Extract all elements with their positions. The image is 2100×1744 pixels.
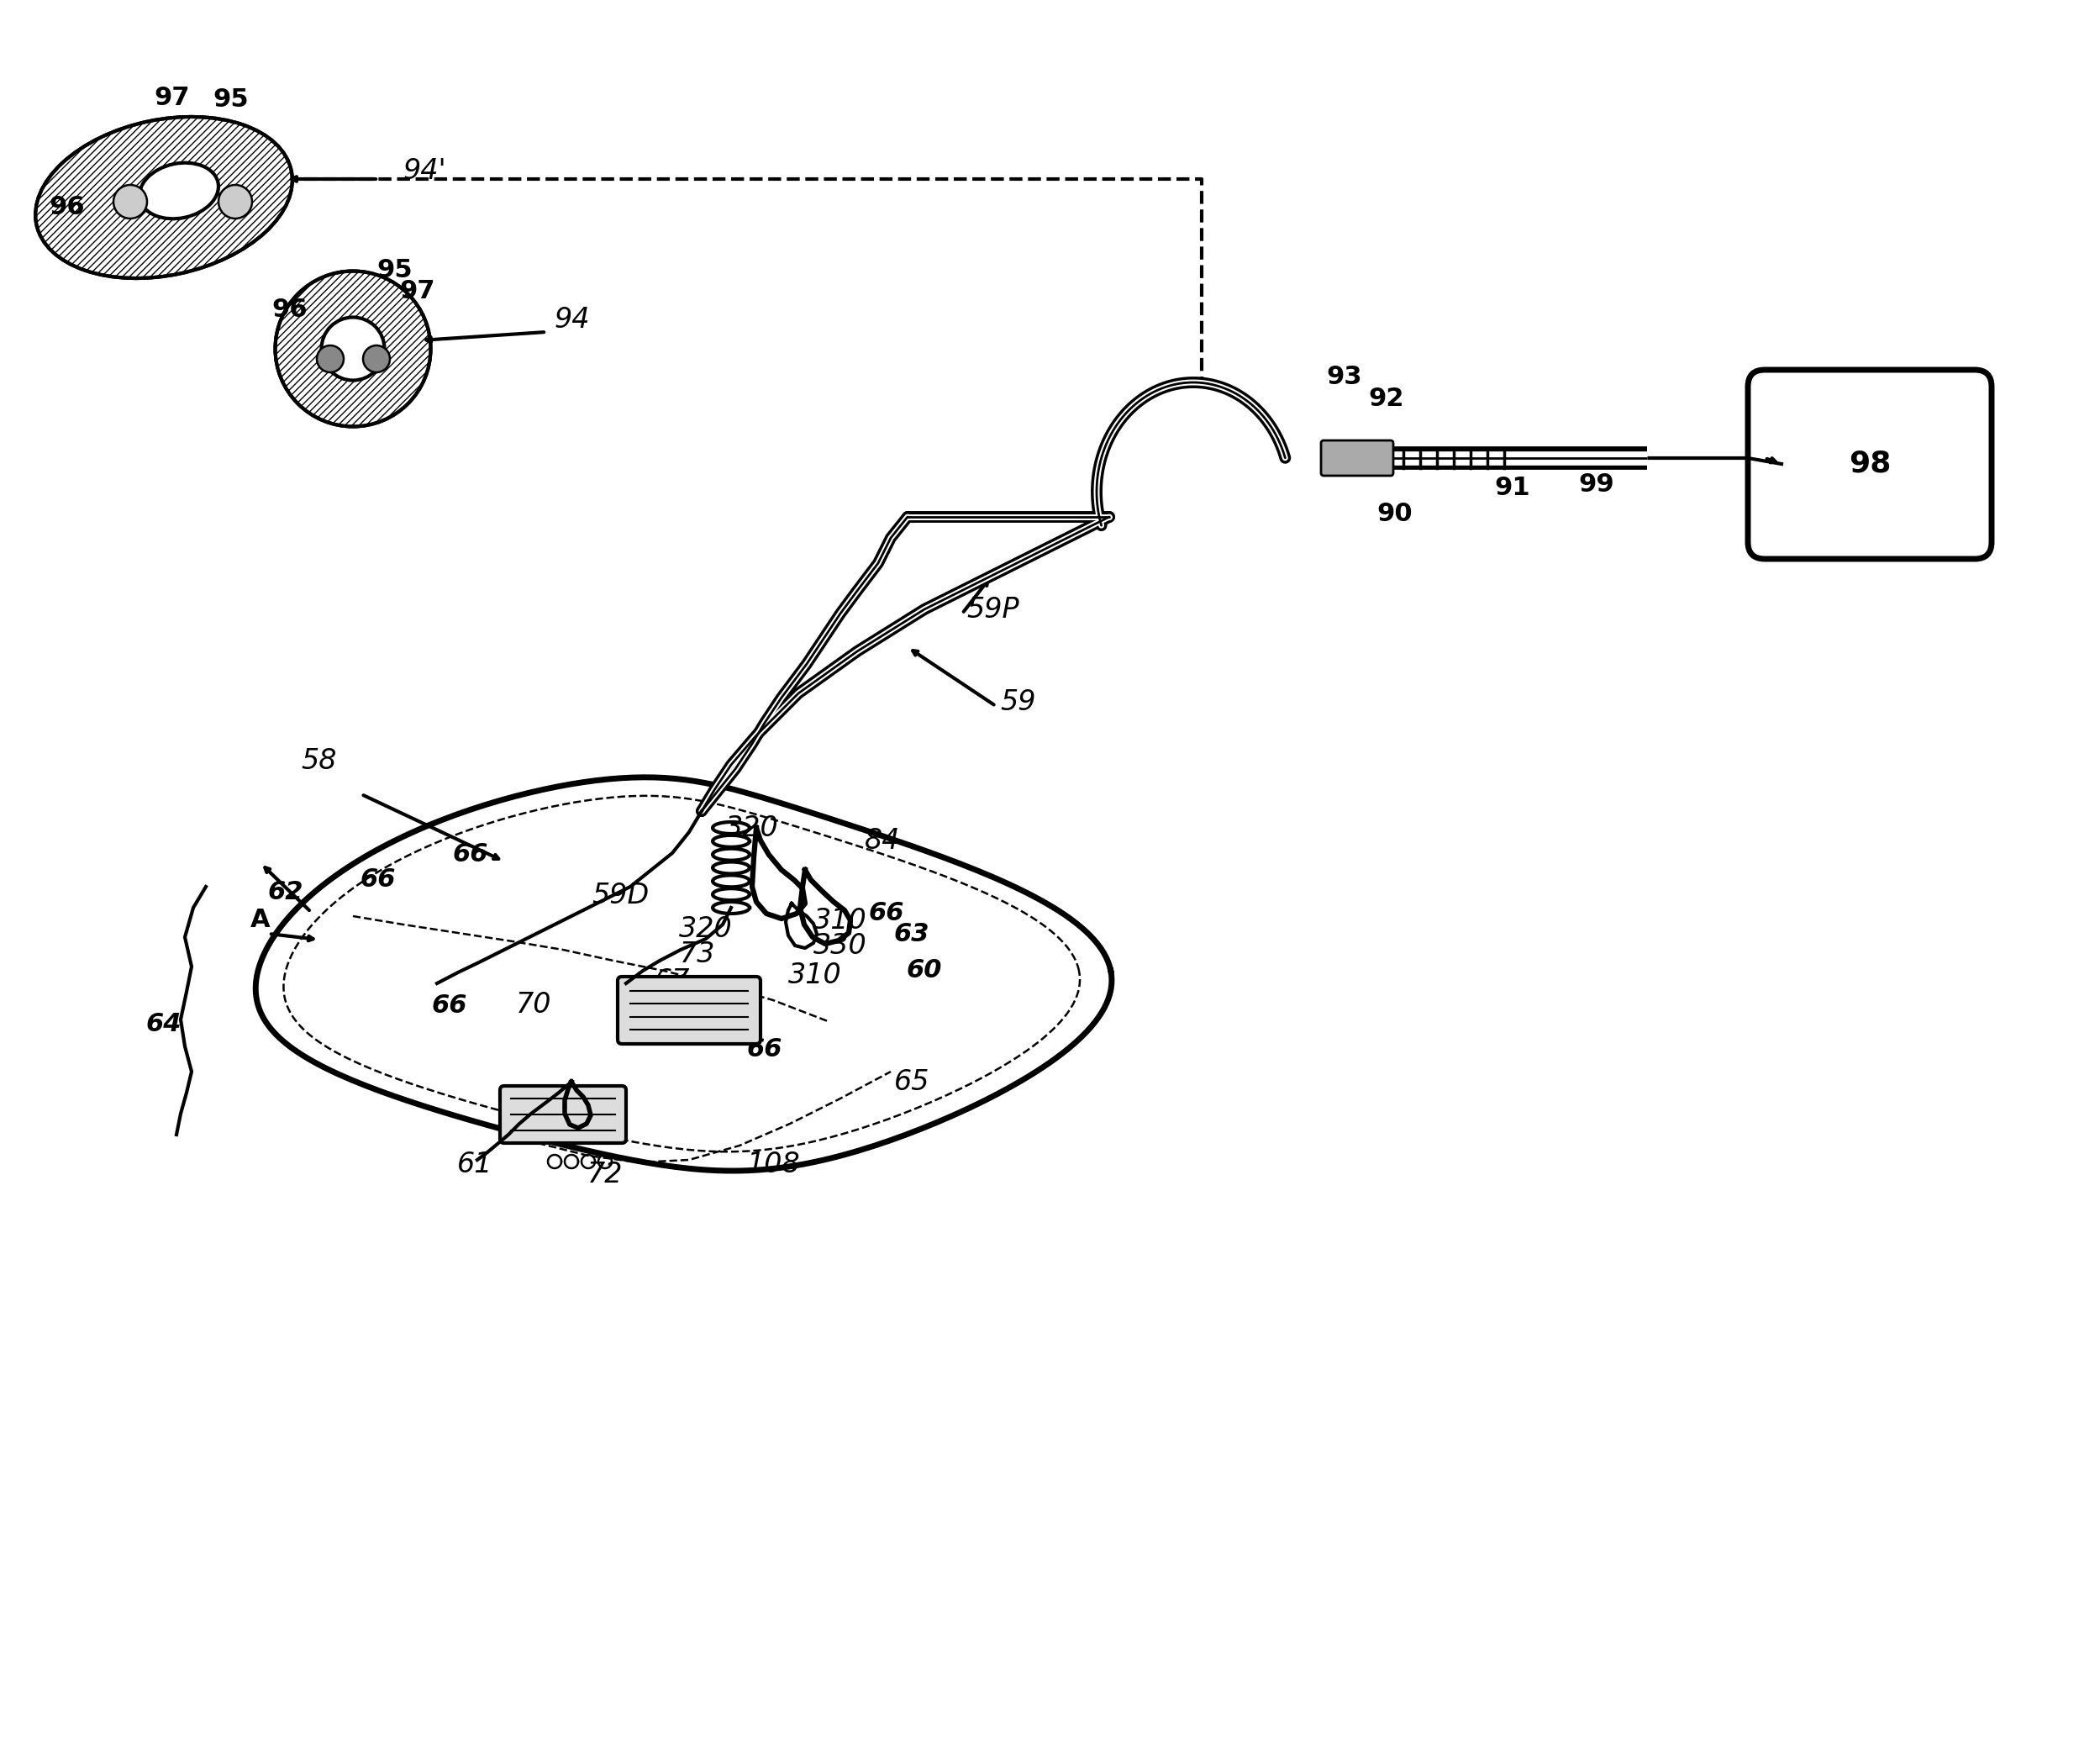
FancyBboxPatch shape <box>1747 370 1991 558</box>
Text: 65: 65 <box>895 1069 930 1095</box>
Ellipse shape <box>321 317 384 380</box>
Text: 66: 66 <box>361 867 397 891</box>
Text: 96: 96 <box>48 195 86 220</box>
Text: 98: 98 <box>1848 450 1890 478</box>
Text: 95: 95 <box>214 87 250 112</box>
Text: 95: 95 <box>378 258 414 283</box>
Text: 66: 66 <box>748 1038 783 1062</box>
Text: 93: 93 <box>1327 364 1363 389</box>
Text: 97: 97 <box>155 85 191 110</box>
Text: 59P: 59P <box>966 596 1018 624</box>
Text: 92: 92 <box>1369 387 1405 412</box>
Text: A: A <box>250 907 271 931</box>
Text: 59: 59 <box>1000 689 1035 717</box>
Text: 84: 84 <box>865 827 901 855</box>
Text: 108: 108 <box>746 1151 800 1179</box>
Text: 67: 67 <box>655 968 691 996</box>
Text: 81: 81 <box>672 987 708 1015</box>
Text: 99: 99 <box>1579 473 1615 497</box>
Text: 94: 94 <box>554 305 590 333</box>
Ellipse shape <box>36 117 292 279</box>
Text: 66: 66 <box>454 842 489 867</box>
FancyBboxPatch shape <box>500 1087 626 1142</box>
Text: 310: 310 <box>519 1083 573 1111</box>
Text: 94': 94' <box>403 157 447 185</box>
Text: 62: 62 <box>269 881 304 905</box>
Text: 63: 63 <box>895 923 930 947</box>
FancyBboxPatch shape <box>617 977 760 1045</box>
Ellipse shape <box>317 345 344 371</box>
Text: 310: 310 <box>813 907 867 935</box>
Ellipse shape <box>139 162 218 218</box>
Ellipse shape <box>218 185 252 218</box>
Text: 330: 330 <box>813 931 867 959</box>
FancyBboxPatch shape <box>1321 441 1392 476</box>
Text: 96: 96 <box>273 298 309 323</box>
Text: 71: 71 <box>527 1111 563 1139</box>
Text: 90: 90 <box>1378 502 1413 527</box>
Text: 310: 310 <box>788 961 842 989</box>
Text: 64: 64 <box>147 1012 183 1036</box>
Ellipse shape <box>113 185 147 218</box>
Text: 61: 61 <box>458 1151 494 1179</box>
Text: 66: 66 <box>433 994 468 1018</box>
Ellipse shape <box>363 345 391 371</box>
Ellipse shape <box>275 270 430 427</box>
Text: 59D: 59D <box>592 882 649 909</box>
Text: 320: 320 <box>678 916 733 944</box>
Text: 60: 60 <box>907 957 943 982</box>
Text: 66: 66 <box>869 902 905 926</box>
Text: 97: 97 <box>399 279 435 303</box>
Text: 70: 70 <box>517 991 552 1018</box>
Text: 320: 320 <box>724 814 779 842</box>
Text: 58: 58 <box>302 746 338 774</box>
Text: 91: 91 <box>1495 476 1531 501</box>
Text: 72: 72 <box>588 1162 624 1188</box>
Text: 73: 73 <box>680 940 716 968</box>
